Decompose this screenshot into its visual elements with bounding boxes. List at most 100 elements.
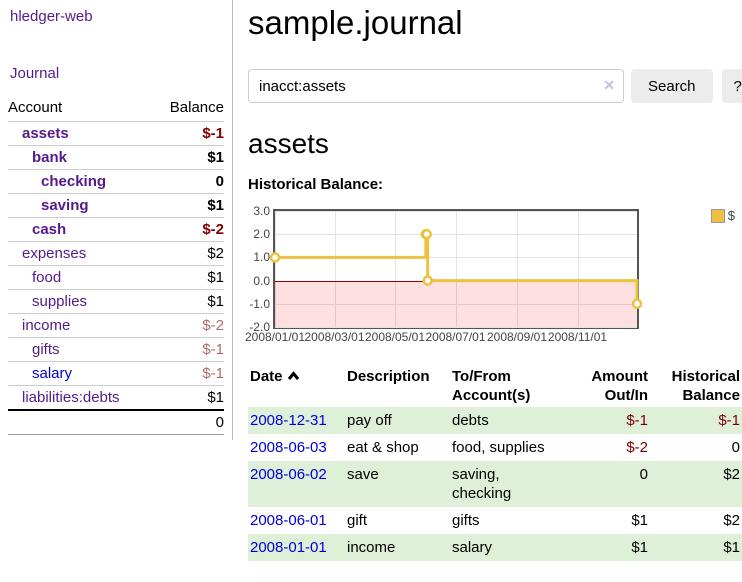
account-link-income[interactable]: income [22,317,71,334]
transaction-description: eat & shop [347,439,419,456]
y-tick-label: 3.0 [253,204,270,218]
account-balance: $1 [153,289,224,314]
x-tick-label: 2008/07/01 [425,330,486,344]
chart-legend: $ [708,207,737,224]
account-balance: 0 [153,169,224,194]
grid-line-horizontal [275,303,637,305]
account-heading: assets [248,128,329,159]
table-row: gifts $-1 [8,337,224,362]
column-header-date[interactable]: Date [248,365,345,407]
search-form: ✕ Search ? [248,69,742,103]
account-balance: $-1 [153,337,224,362]
account-link-assets[interactable]: assets [22,125,69,142]
historical-balance-chart: $ 3.0 2.0 1.0 0.0 -1.0 -2.0 2008/01/01 2008/03… [244,203,742,349]
legend-swatch [710,208,725,223]
account-link-gifts[interactable]: gifts [32,341,60,358]
table-row: salary $-1 [8,361,224,386]
transaction-accounts: food, supplies [452,439,545,456]
grid-line-horizontal [275,327,637,328]
transaction-description: save [347,466,379,483]
column-header-balance: Historical Balance [671,368,740,404]
main-content: sample.journal ✕ Search ? assets Histori… [244,0,742,561]
chart-plot-area[interactable] [273,209,639,329]
zero-line [275,280,637,282]
transaction-amount: $1 [631,512,648,529]
negative-region-fill [275,280,637,327]
clear-search-icon[interactable]: ✕ [603,77,615,93]
account-balance: $-2 [153,217,224,242]
account-link-expenses[interactable]: expenses [22,245,87,262]
transaction-amount: $-2 [626,439,648,456]
table-row: income $-2 [8,313,224,338]
transaction-accounts: gifts [452,512,480,529]
transaction-date-link[interactable]: 2008-06-03 [250,439,327,456]
y-tick-label: -2.0 [249,320,270,334]
transaction-date-link[interactable]: 2008-06-01 [250,512,327,529]
account-link-cash[interactable]: cash [32,221,67,238]
transaction-description: pay off [347,412,392,429]
page-title: sample.journal [248,4,463,41]
transaction-description: gift [347,512,368,529]
transaction-accounts: debts [452,412,489,429]
table-row: cash $-2 [8,217,224,242]
y-tick-label: -1.0 [249,296,270,311]
transaction-accounts: salary [452,539,493,556]
table-row: food $1 [8,265,224,290]
account-link-food[interactable]: food [32,269,62,286]
transaction-balance: $2 [723,512,740,529]
table-row: expenses $2 [8,241,224,266]
transaction-balance: $1 [723,539,740,556]
account-balance: $-1 [153,361,224,386]
register-table: Date Description To/From Account(s) Amou… [248,365,742,561]
transaction-amount: $1 [631,539,648,556]
account-link-saving[interactable]: saving [41,197,89,214]
transaction-balance: 0 [731,439,740,456]
x-tick-label: 2008/03/01 [304,330,365,344]
table-row: assets $-1 [8,121,224,146]
y-tick-label: 0.0 [253,273,270,288]
x-tick-label: 2008/05/01 [364,330,426,344]
x-tick-label: 2008/09/01 [486,330,548,344]
transaction-date-link[interactable]: 2008-01-01 [250,539,327,556]
accounts-table: Account Balance assets $-1 bank $1 check… [8,96,224,435]
account-balance: $2 [153,241,224,266]
register-header-row: Date Description To/From Account(s) Amou… [248,365,742,407]
transaction-accounts: saving, checking [452,466,512,502]
table-row: 2008-06-01 gift gifts $1 $2 [248,507,742,534]
account-link-supplies[interactable]: supplies [32,293,88,310]
search-button[interactable]: Search [631,69,713,103]
y-tick-label: 1.0 [253,250,270,265]
transaction-date-link[interactable]: 2008-06-02 [250,466,327,483]
transaction-amount: $-1 [626,412,648,429]
y-tick-label: 2.0 [253,227,270,242]
app-brand-link[interactable]: hledger-web [10,8,93,25]
x-tick-label: 2008/01/01 [244,330,306,344]
transaction-description: income [347,539,396,556]
column-header-accounts: To/From Account(s) [452,368,531,404]
account-link-checking[interactable]: checking [41,173,107,190]
grid-line-horizontal [275,211,637,212]
grid-line-horizontal [275,234,637,236]
account-link-salary[interactable]: salary [32,365,73,382]
account-balance: $1 [153,193,224,218]
sidebar: hledger-web Journal Account Balance asse… [0,0,233,440]
transaction-date-link[interactable]: 2008-12-31 [250,412,327,429]
accounts-header-balance: Balance [169,99,224,116]
accounts-header-account: Account [8,99,63,116]
account-balance: $-2 [153,313,224,338]
help-button[interactable]: ? [721,69,742,103]
column-header-description: Description [347,368,430,385]
table-row: 2008-06-02 save saving, checking 0 $2 [248,461,742,507]
accounts-header-row: Account Balance [8,96,224,122]
account-balance: $-1 [153,121,224,146]
legend-label: $ [727,208,735,223]
search-input[interactable] [248,69,624,103]
chart-title: Historical Balance: [248,176,384,193]
table-row: bank $1 [8,145,224,170]
table-row: 2008-06-03 eat & shop food, supplies $-2… [248,434,742,461]
transaction-amount: 0 [639,466,648,483]
table-row: liabilities:debts $1 [8,385,224,410]
sidebar-item-journal[interactable]: Journal [10,65,60,82]
account-link-liabilities-debts[interactable]: liabilities:debts [22,389,120,406]
account-link-bank[interactable]: bank [32,149,68,166]
